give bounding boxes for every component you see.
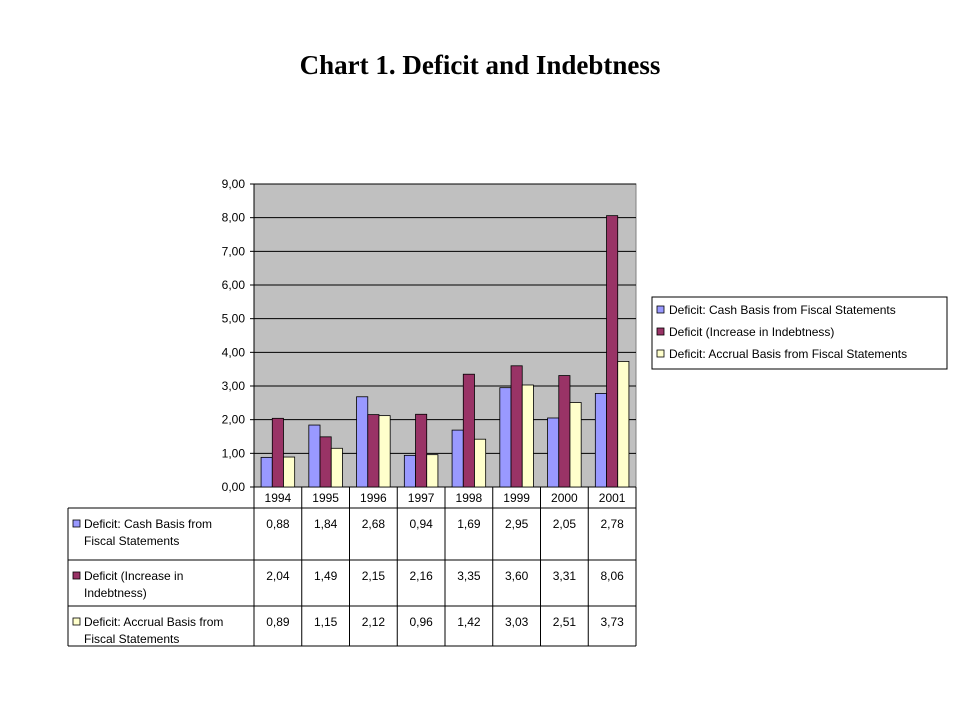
table-cell-1995-series-1: 1,84 — [314, 517, 338, 531]
table-row-label: Fiscal Statements — [84, 534, 179, 548]
bar-2000-series-1 — [547, 417, 560, 488]
y-tick-label: 1,00 — [222, 446, 246, 460]
table-row-label: Deficit: Cash Basis from — [84, 517, 212, 531]
table-key-series-2 — [72, 571, 81, 580]
table-cell-1998-series-1: 1,69 — [457, 517, 481, 531]
bar-1995-series-1 — [308, 424, 321, 488]
bar-1999-series-1 — [499, 387, 512, 488]
table-cell-2000-series-2: 3,31 — [553, 569, 577, 583]
table-cell-1995-series-3: 1,15 — [314, 615, 338, 629]
table-header-1999: 1999 — [503, 491, 530, 505]
legend-key-series-3 — [656, 349, 665, 358]
y-tick-label: 3,00 — [222, 379, 246, 393]
table-header-1995: 1995 — [312, 491, 339, 505]
bar-1997-series-3 — [426, 454, 439, 488]
legend-label-series-1: Deficit: Cash Basis from Fiscal Statemen… — [669, 303, 896, 317]
table-row-label: Fiscal Statements — [84, 632, 179, 646]
table-header-2001: 2001 — [599, 491, 626, 505]
y-tick-label: 9,00 — [222, 177, 246, 191]
table-cell-2001-series-2: 8,06 — [600, 569, 624, 583]
table-cell-1999-series-2: 3,60 — [505, 569, 529, 583]
data-table: 1994 1995 1996 1997 1998 1999 2000 2001 Deficit:… — [67, 487, 637, 647]
legend-label-series-3: Deficit: Accrual Basis from Fiscal State… — [669, 347, 907, 361]
bar-1999-series-3 — [521, 384, 534, 488]
table-cell-1997-series-1: 0,94 — [409, 517, 433, 531]
y-tick-label: 5,00 — [222, 312, 246, 326]
table-header-1998: 1998 — [456, 491, 483, 505]
table-header-1996: 1996 — [360, 491, 387, 505]
bar-1994-series-2 — [271, 417, 284, 488]
bar-2000-series-3 — [569, 402, 582, 488]
table-cell-1999-series-1: 2,95 — [505, 517, 529, 531]
chart-title: Chart 1. Deficit and Indebtness — [299, 50, 661, 80]
y-tick-label: 8,00 — [222, 211, 246, 225]
table-cell-1996-series-3: 2,12 — [362, 615, 386, 629]
legend-key-series-1 — [656, 305, 665, 314]
y-tick-label: 4,00 — [222, 345, 246, 359]
bar-1999-series-2 — [510, 365, 523, 488]
table-cell-1994-series-1: 0,88 — [266, 517, 290, 531]
table-header-1994: 1994 — [265, 491, 292, 505]
bar-2001-series-2 — [606, 215, 619, 488]
table-cell-1997-series-2: 2,16 — [409, 569, 433, 583]
bar-1994-series-3 — [283, 456, 296, 488]
bar-1998-series-2 — [462, 373, 475, 488]
table-cell-1995-series-2: 1,49 — [314, 569, 338, 583]
plot-area: 0,00 1,00 2,00 3,00 4,00 5,00 6,00 7,00 8,00 9,00 — [222, 177, 637, 494]
y-tick-label: 2,00 — [222, 413, 246, 427]
bar-1997-series-1 — [403, 454, 416, 488]
bar-2000-series-2 — [558, 375, 571, 488]
legend-key-series-2 — [656, 327, 665, 336]
bar-1996-series-3 — [378, 415, 391, 488]
table-cell-1994-series-2: 2,04 — [266, 569, 290, 583]
table-cell-1996-series-2: 2,15 — [362, 569, 386, 583]
table-cell-1994-series-3: 0,89 — [266, 615, 290, 629]
legend: Deficit: Cash Basis from Fiscal Statemen… — [651, 296, 948, 370]
bar-1996-series-1 — [356, 396, 369, 488]
table-header-2000: 2000 — [551, 491, 578, 505]
table-row-label: Deficit: Accrual Basis from — [84, 615, 223, 629]
table-cell-2001-series-3: 3,73 — [600, 615, 624, 629]
y-tick-label: 7,00 — [222, 244, 246, 258]
bar-1996-series-2 — [367, 414, 380, 488]
table-key-series-1 — [72, 519, 81, 528]
table-cell-1998-series-3: 1,42 — [457, 615, 481, 629]
bar-1997-series-2 — [415, 413, 428, 488]
bar-1998-series-3 — [474, 438, 487, 488]
table-cell-2000-series-1: 2,05 — [553, 517, 577, 531]
bar-1995-series-2 — [319, 436, 332, 488]
table-cell-2000-series-3: 2,51 — [553, 615, 577, 629]
table-cell-1997-series-3: 0,96 — [409, 615, 433, 629]
table-header-1997: 1997 — [408, 491, 435, 505]
table-cell-1998-series-2: 3,35 — [457, 569, 481, 583]
legend-box — [651, 296, 948, 370]
y-tick-label: 6,00 — [222, 278, 246, 292]
y-tick-label: 0,00 — [222, 480, 246, 494]
table-key-series-3 — [72, 617, 81, 626]
legend-label-series-2: Deficit (Increase in Indebtness) — [669, 325, 834, 339]
bar-1995-series-3 — [330, 447, 343, 488]
table-row-label: Deficit (Increase in — [84, 569, 183, 583]
bar-1994-series-1 — [260, 456, 273, 488]
bar-2001-series-1 — [594, 393, 607, 488]
bar-2001-series-3 — [617, 361, 630, 488]
bar-1998-series-1 — [451, 429, 464, 488]
table-cell-1999-series-3: 3,03 — [505, 615, 529, 629]
table-cell-2001-series-1: 2,78 — [600, 517, 624, 531]
table-cell-1996-series-1: 2,68 — [362, 517, 386, 531]
table-row-label: Indebtness) — [84, 586, 147, 600]
